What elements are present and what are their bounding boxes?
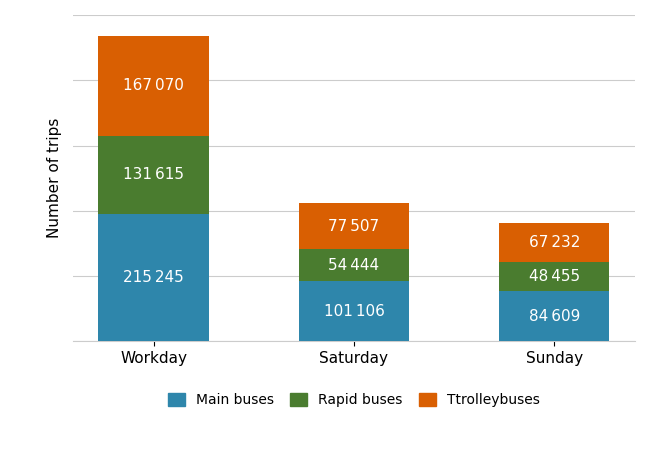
Text: 77 507: 77 507 [328, 219, 380, 234]
Text: 84 609: 84 609 [528, 309, 580, 324]
Bar [299, 281, 409, 342]
Text: 54 444: 54 444 [328, 258, 380, 273]
Bar [499, 291, 610, 342]
Text: 48 455: 48 455 [529, 270, 580, 284]
Bar [299, 203, 409, 249]
Bar [499, 222, 610, 262]
Bar [98, 36, 209, 135]
Y-axis label: Number of trips: Number of trips [47, 118, 62, 238]
Bar [299, 249, 409, 281]
Text: 215 245: 215 245 [124, 270, 184, 285]
Text: 67 232: 67 232 [528, 235, 580, 250]
Text: 101 106: 101 106 [324, 304, 384, 319]
Bar [499, 262, 610, 291]
Text: 167 070: 167 070 [123, 78, 184, 93]
Bar [98, 135, 209, 214]
Legend: Main buses, Rapid buses, Ttrolleybuses: Main buses, Rapid buses, Ttrolleybuses [162, 388, 545, 413]
Text: 131 615: 131 615 [123, 167, 184, 182]
Bar [98, 214, 209, 342]
